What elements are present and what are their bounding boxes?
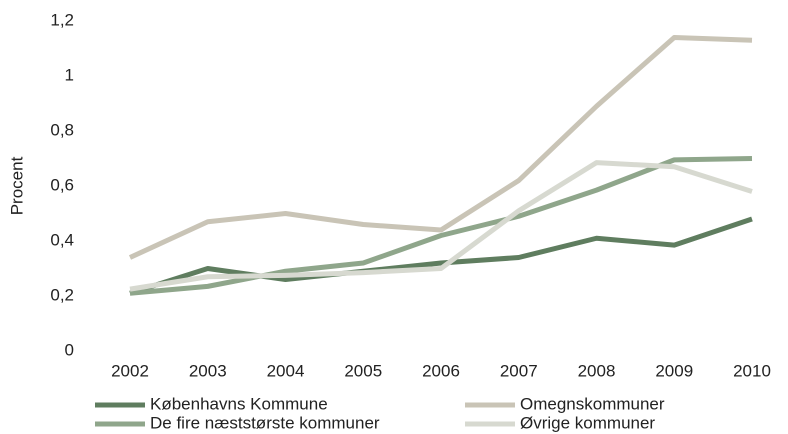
y-tick-label: 1: [65, 65, 74, 84]
x-tick-label: 2002: [111, 361, 149, 380]
legend-label: Københavns Kommune: [150, 394, 328, 413]
series-line: [129, 216, 753, 296]
series-line: [129, 156, 753, 296]
legend-label: Omegnskommuner: [520, 394, 665, 413]
x-tick-label: 2006: [422, 361, 460, 380]
y-tick-label: 1,2: [50, 10, 74, 29]
x-tick-label: 2009: [655, 361, 693, 380]
series-line: [129, 160, 753, 292]
y-tick-label: 0,4: [50, 230, 74, 249]
legend-label: De fire næststørste kommuner: [150, 413, 380, 432]
series-line: [128, 35, 753, 260]
x-tick-label: 2004: [267, 361, 305, 380]
y-tick-label: 0: [65, 340, 74, 359]
x-tick-label: 2008: [578, 361, 616, 380]
x-tick-label: 2007: [500, 361, 538, 380]
y-tick-label: 0,8: [50, 120, 74, 139]
x-tick-label: 2003: [189, 361, 227, 380]
legend-label: Øvrige kommuner: [520, 413, 655, 432]
y-tick-label: 0,6: [50, 175, 74, 194]
y-axis-label: Procent: [7, 156, 26, 215]
x-tick-label: 2010: [733, 361, 771, 380]
x-tick-label: 2005: [344, 361, 382, 380]
y-tick-label: 0,2: [50, 285, 74, 304]
